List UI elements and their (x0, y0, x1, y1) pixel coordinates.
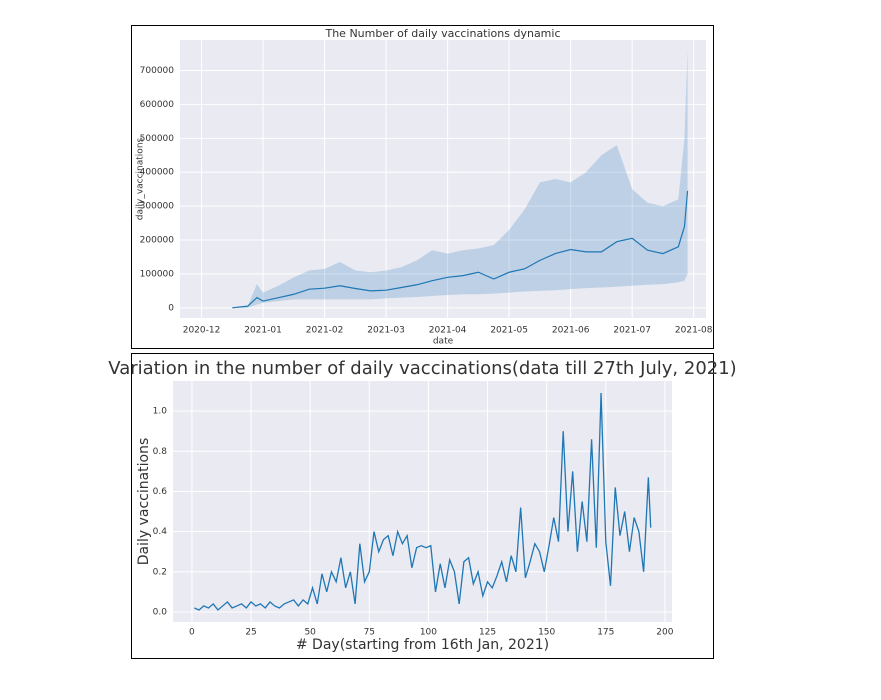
chart-title: Variation in the number of daily vaccina… (108, 358, 736, 379)
x-tick-label: 125 (479, 628, 496, 638)
y-tick-label: 700000 (140, 66, 175, 76)
x-tick-label: 2021-02 (306, 326, 344, 336)
x-tick-label: 2021-06 (552, 326, 590, 336)
x-axis-label: date (433, 337, 454, 347)
y-tick-label: 500000 (140, 134, 175, 144)
x-tick-label: 2021-04 (429, 326, 467, 336)
x-tick-label: 2020-12 (183, 326, 221, 336)
x-tick-label: 50 (304, 628, 316, 638)
x-tick-label: 200 (656, 628, 673, 638)
x-tick-label: 2021-08 (675, 326, 713, 336)
y-tick-label: 0.2 (153, 567, 167, 577)
y-tick-label: 0.6 (153, 487, 168, 497)
y-tick-label: 0.4 (153, 527, 168, 537)
y-tick-label: 200000 (140, 236, 175, 246)
y-axis-label: daily_vaccinations (136, 137, 146, 220)
x-tick-label: 25 (245, 628, 256, 638)
y-tick-label: 0.8 (153, 447, 168, 457)
confidence-band (232, 50, 688, 308)
chart-title: The Number of daily vaccinations dynamic (324, 27, 560, 40)
line (194, 393, 652, 611)
y-tick-label: 100000 (140, 269, 175, 279)
x-tick-label: 100 (420, 628, 437, 638)
x-tick-label: 175 (597, 628, 614, 638)
x-tick-label: 2021-01 (244, 326, 282, 336)
y-tick-label: 300000 (140, 202, 175, 212)
x-tick-label: 2021-03 (367, 326, 405, 336)
x-tick-label: 75 (364, 628, 375, 638)
y-tick-label: 1.0 (153, 407, 168, 417)
x-tick-label: 150 (538, 628, 555, 638)
y-axis-label: Daily vaccinations (136, 438, 152, 566)
x-tick-label: 2021-07 (613, 326, 651, 336)
x-tick-label: 0 (189, 628, 195, 638)
y-tick-label: 0 (168, 303, 174, 313)
y-tick-label: 600000 (140, 100, 175, 110)
line (232, 190, 689, 309)
y-tick-label: 0.0 (153, 607, 168, 617)
x-tick-label: 2021-05 (490, 326, 528, 336)
y-tick-label: 400000 (140, 168, 175, 178)
x-axis-label: # Day(starting from 16th Jan, 2021) (296, 637, 549, 653)
plot-area (180, 40, 706, 318)
